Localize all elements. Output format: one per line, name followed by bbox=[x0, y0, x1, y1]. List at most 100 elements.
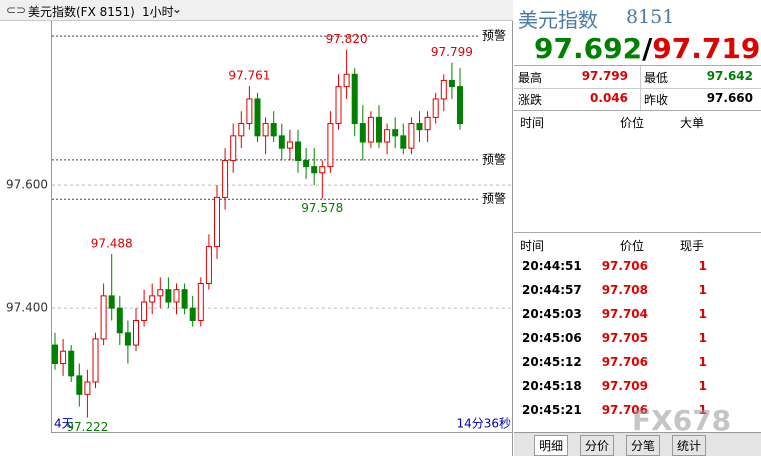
stat-value: 97.642 bbox=[706, 69, 753, 83]
column-header: 时间 bbox=[520, 239, 545, 253]
y-tick-label: 97.600 bbox=[6, 178, 48, 192]
annotation: 97.222 bbox=[66, 420, 108, 434]
candle-body bbox=[116, 307, 123, 334]
period[interactable]: 1小时 bbox=[142, 5, 174, 19]
row-line bbox=[514, 88, 761, 89]
link-icon[interactable]: ⊂⊃ bbox=[6, 3, 27, 17]
candle-body bbox=[149, 295, 156, 303]
candle-body bbox=[457, 86, 463, 125]
candle-body bbox=[197, 283, 204, 321]
candle-body bbox=[222, 159, 229, 198]
candle-body bbox=[384, 129, 391, 143]
candle-body bbox=[133, 319, 139, 346]
tab[interactable]: 明细 bbox=[534, 435, 569, 456]
candle-body bbox=[327, 123, 334, 168]
candle-body bbox=[270, 123, 277, 137]
trade-qty: 1 bbox=[698, 355, 707, 369]
tab[interactable]: 分价 bbox=[580, 435, 615, 456]
trade-qty: 1 bbox=[698, 259, 707, 273]
ask: 97.719 bbox=[652, 32, 761, 65]
candle-body bbox=[173, 289, 180, 303]
period-dropdown[interactable]: ⌄ bbox=[172, 2, 183, 16]
quote-name: 美元指数 bbox=[518, 8, 598, 32]
candle-body bbox=[246, 98, 253, 125]
candle-body bbox=[359, 123, 366, 143]
stat-label: 最低 bbox=[644, 71, 669, 85]
candle-body bbox=[238, 123, 245, 137]
candle-body bbox=[141, 301, 148, 321]
candle-body bbox=[76, 375, 83, 395]
candle-body bbox=[60, 350, 67, 365]
candle-body bbox=[367, 116, 374, 143]
annotation: 97.761 bbox=[228, 69, 270, 83]
candle-body bbox=[286, 141, 293, 149]
candle-body bbox=[303, 159, 310, 168]
trade-qty: 1 bbox=[698, 403, 707, 417]
tabs: 明细 分价 分笔 统计 bbox=[514, 432, 761, 456]
column-header: 现手 bbox=[680, 239, 705, 253]
candle-body bbox=[84, 381, 91, 395]
candle-body bbox=[351, 73, 358, 125]
stats: 最高 97.799 最低 97.642 涨跌 0.046 昨收 97.660 bbox=[514, 65, 761, 111]
stat-value: 97.660 bbox=[706, 91, 753, 105]
annotation: 97.488 bbox=[91, 237, 133, 251]
trades: 时间 价位 现手 20:44:51 97.706 1 20:44:57 97.708 1 20:4… bbox=[514, 232, 761, 417]
candle-body bbox=[124, 332, 131, 346]
column-header: 价位 bbox=[620, 239, 645, 253]
trade-time: 20:44:51 bbox=[522, 259, 582, 273]
quote-panel: 美元指数 8151 97.692/97.719 最高 97.799 最低 97.642… bbox=[514, 0, 761, 456]
trade-price: 97.704 bbox=[601, 307, 648, 321]
alert-label: 预警 bbox=[482, 151, 506, 166]
candle-body bbox=[181, 289, 188, 309]
separator: / bbox=[642, 32, 653, 65]
trade-time: 20:44:57 bbox=[522, 283, 582, 297]
trade-time: 20:45:18 bbox=[522, 379, 582, 393]
price-line: 97.692/97.719 bbox=[534, 32, 760, 65]
candle-body bbox=[189, 307, 196, 321]
candle-body bbox=[157, 289, 164, 297]
y-tick-label: 97.400 bbox=[6, 301, 48, 315]
col-line bbox=[640, 66, 641, 110]
column-header: 价位 bbox=[620, 116, 645, 130]
bid: 97.692 bbox=[534, 32, 643, 65]
symbol[interactable]: 美元指数(FX 8151) bbox=[28, 5, 135, 19]
alert-label: 预警 bbox=[482, 191, 506, 206]
tab[interactable]: 统计 bbox=[672, 435, 707, 456]
candle-body bbox=[92, 338, 99, 383]
annotation: 97.799 bbox=[431, 45, 473, 59]
candle-body bbox=[165, 289, 172, 303]
stat-label: 昨收 bbox=[644, 93, 669, 107]
stat-label: 最高 bbox=[518, 71, 543, 85]
x-end-label: 14分36秒 bbox=[456, 417, 511, 431]
candle-body bbox=[400, 135, 407, 149]
quote-code: 8151 bbox=[626, 6, 675, 28]
trade-price: 97.709 bbox=[601, 379, 648, 393]
stat-label: 涨跌 bbox=[518, 93, 543, 107]
toolbar: ⊂⊃ 美元指数(FX 8151) 1小时 ⌄ bbox=[0, 0, 513, 21]
trade-price: 97.708 bbox=[601, 283, 648, 297]
trade-price: 97.706 bbox=[601, 259, 648, 273]
column-header: 时间 bbox=[520, 116, 545, 130]
trade-time: 20:45:12 bbox=[522, 355, 582, 369]
candle-body bbox=[214, 196, 220, 248]
stat-value: 97.799 bbox=[581, 69, 628, 83]
tab[interactable]: 分笔 bbox=[626, 435, 661, 456]
candle-body bbox=[278, 135, 285, 149]
stat-value: 0.046 bbox=[590, 91, 628, 105]
candle-body bbox=[100, 295, 107, 340]
alert-label: 预警 bbox=[482, 28, 506, 43]
candle-body bbox=[392, 129, 399, 137]
column-header: 大单 bbox=[680, 116, 705, 130]
x-start-label: 4天 bbox=[54, 417, 74, 431]
candle-body bbox=[52, 344, 58, 365]
trade-qty: 1 bbox=[698, 283, 707, 297]
candle-body bbox=[432, 98, 439, 118]
trade-qty: 1 bbox=[698, 379, 707, 393]
trade-time: 20:45:21 bbox=[522, 403, 582, 417]
candle-body bbox=[254, 98, 261, 137]
candle-body bbox=[230, 135, 237, 161]
candle-body bbox=[416, 123, 423, 131]
trade-time: 20:45:06 bbox=[522, 331, 582, 345]
candle-body bbox=[376, 116, 382, 143]
